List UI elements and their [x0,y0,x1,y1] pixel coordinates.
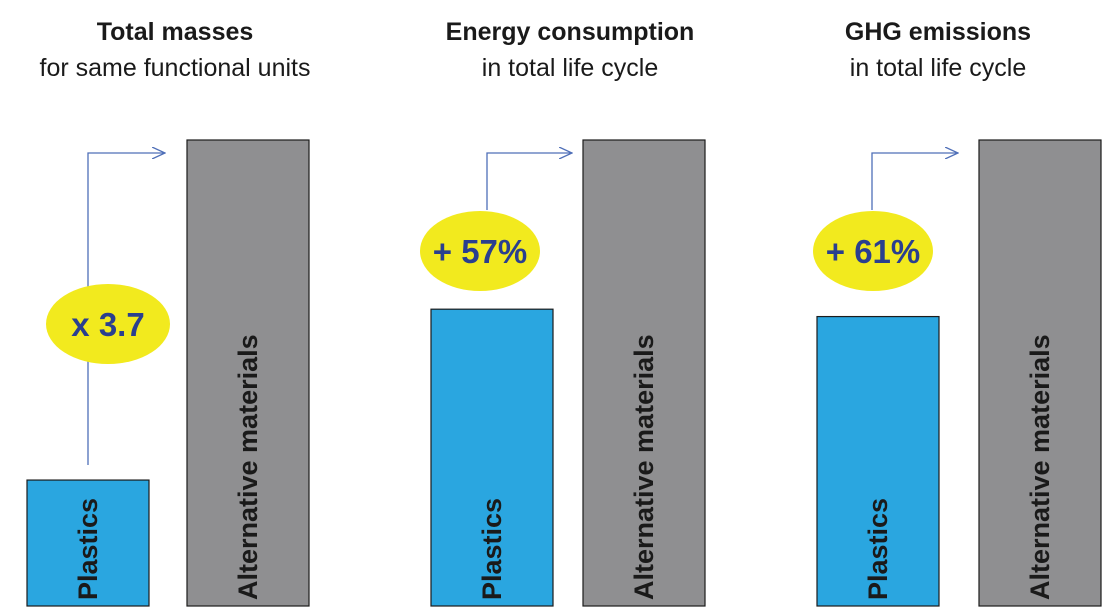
annotation-label: + 57% [433,233,528,270]
annotation-ellipse [420,211,540,291]
panel-subtitle: for same functional units [40,54,311,82]
bar-plastics [430,308,554,607]
panel-subtitle: in total life cycle [850,54,1026,82]
annotation-ellipse [46,284,170,364]
bar-label-plastics: Plastics [73,498,103,600]
bar-label-plastics: Plastics [863,498,893,600]
annotation-ellipse [813,211,933,291]
panel-title: GHG emissions [845,18,1031,46]
bar-label-plastics: Plastics [477,498,507,600]
annotation-label: + 61% [826,233,921,270]
bar-label-alternative-materials: Alternative materials [1025,334,1055,600]
panel-subtitle: in total life cycle [482,54,658,82]
bar-plastics [26,479,150,607]
bar-alternative-materials [582,139,706,607]
panel-title: Energy consumption [446,18,695,46]
comparison-arrow [486,153,572,210]
bar-label-alternative-materials: Alternative materials [629,334,659,600]
bar-alternative-materials [186,139,310,607]
comparison-arrow [871,153,958,210]
panel-title: Total masses [97,18,254,46]
annotation-label: x 3.7 [71,306,144,343]
bar-label-alternative-materials: Alternative materials [233,334,263,600]
bar-alternative-materials [978,139,1102,607]
bar-plastics [816,315,940,607]
